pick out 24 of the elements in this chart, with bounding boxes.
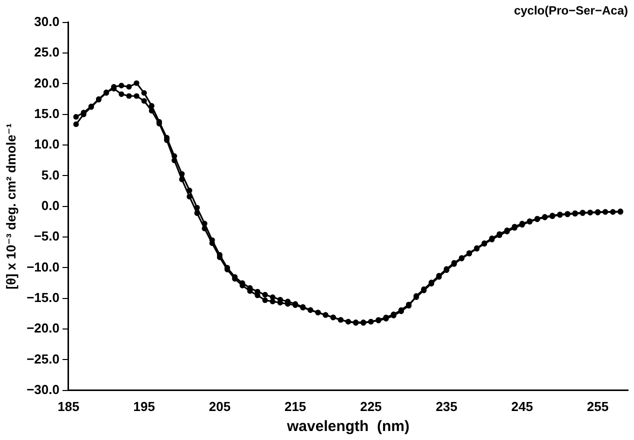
y-tick-label: −25.0 bbox=[26, 351, 60, 366]
y-tick-label: 25.0 bbox=[34, 44, 60, 60]
y-tick-label: −30.0 bbox=[26, 382, 60, 397]
x-tick-label: 185 bbox=[58, 398, 80, 414]
x-tick-label: 195 bbox=[133, 398, 155, 414]
y-tick-label: −20.0 bbox=[26, 320, 60, 336]
y-tick-label: 0.0 bbox=[41, 198, 60, 213]
y-tick-label: 20.0 bbox=[34, 75, 60, 90]
x-tick-label: 215 bbox=[284, 398, 306, 414]
y-tick-label: 15.0 bbox=[34, 106, 60, 121]
x-tick-label: 225 bbox=[360, 398, 382, 414]
y-tick-label: 30.0 bbox=[34, 14, 60, 29]
y-tick-label: 5.0 bbox=[41, 167, 60, 182]
x-tick-label: 205 bbox=[208, 398, 231, 414]
y-tick-label: 10.0 bbox=[34, 136, 60, 152]
y-tick-label: −15.0 bbox=[26, 290, 60, 305]
y-tick-label: −10.0 bbox=[26, 259, 60, 274]
x-tick-label: 235 bbox=[436, 398, 458, 414]
y-axis-title: [θ] x 10⁻³ deg. cm² dmole⁻¹ bbox=[3, 123, 18, 290]
x-axis-title: wavelength (nm) bbox=[286, 418, 410, 436]
chart-title: cyclo(Pro−Ser−Aca) bbox=[514, 4, 628, 18]
x-tick-label: 245 bbox=[511, 398, 533, 414]
x-tick-label: 255 bbox=[586, 398, 609, 414]
y-tick-label: −5.0 bbox=[34, 228, 60, 244]
